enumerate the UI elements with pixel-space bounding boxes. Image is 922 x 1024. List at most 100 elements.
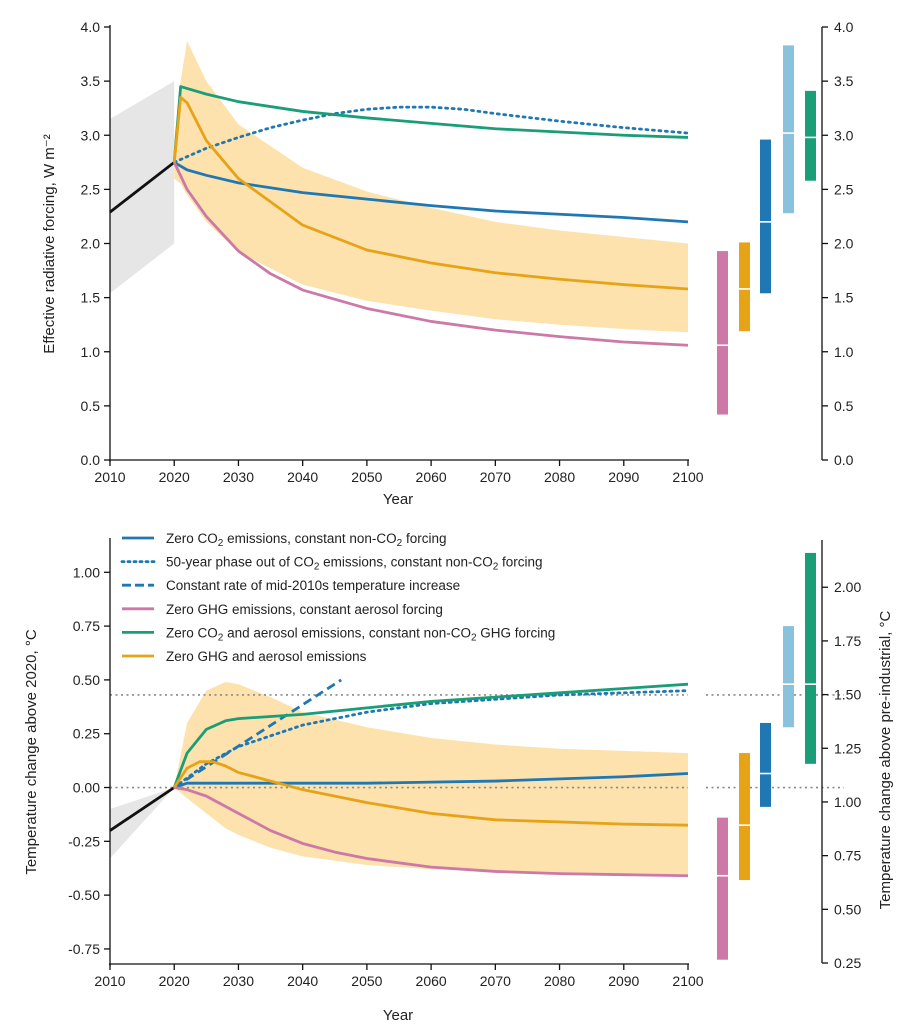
top-x-tick-label: 2070 [480,469,511,485]
legend: Zero CO2 emissions, constant non-CO2 for… [120,531,555,664]
bottom-right-y-tick-label: 1.75 [834,633,861,649]
bottom-range-bar-zero-co2-and-aerosol-emissions-constant-non-co2-ghg-forcing [805,552,816,764]
legend-label: Zero CO2 and aerosol emissions, constant… [166,625,555,643]
bottom-x-tick-label: 2060 [416,973,447,989]
bottom-range-bars [717,552,816,960]
top-y-axis-title: Effective radiative forcing, W m⁻² [41,134,58,353]
bottom-y-axis-title: Temperature change above 2020, °C [23,629,40,874]
bottom-reference-lines [110,694,844,789]
bottom-right-y-tick-label: 0.25 [834,955,861,971]
bottom-y-tick-label: 0.00 [73,780,100,796]
bottom-series-constant-rate-of-mid-2010s-temperature-increase [173,678,342,789]
top-x-tick-label: 2010 [94,469,125,485]
top-x-tick-label: 2020 [159,469,190,485]
panel-forcing: 2010 2020 2030 2040 2050 2060 2070 2080 2090 2100… [41,19,854,508]
top-x-tick-label: 2100 [672,469,703,485]
bottom-right-y-tick-label: 1.25 [834,740,861,756]
top-y-tick-label: 1.0 [81,344,101,360]
top-y-tick-label: 4.0 [81,19,101,35]
bottom-x-axis-title: Year [383,1007,413,1024]
top-right-y-tick-label: 2.5 [834,181,854,197]
top-right-y-tick-label: 0.5 [834,398,854,414]
bottom-x-tick-label: 2070 [480,973,511,989]
legend-item: Zero CO2 and aerosol emissions, constant… [122,625,555,643]
top-range-bar-50-year-phase-out-of-co2-emissions-constant-non-co2-forcing [783,45,794,214]
legend-item: 50-year phase out of CO2 emissions, cons… [120,555,543,573]
bottom-axes: 2010 2020 2030 2040 2050 2060 2070 2080 2090 2100… [68,538,861,989]
bottom-y-tick-label: -0.25 [68,833,100,849]
bottom-series-zero-ghg-emissions-constant-aerosol-forcing [173,786,689,878]
top-historical-line [109,161,176,214]
top-series-50-year-phase-out-of-co2-emissions-constant-non-co2-forcing [172,105,690,164]
top-x-tick-label: 2040 [287,469,318,485]
top-right-y-tick-label: 0.0 [834,452,854,468]
top-x-tick-label: 2090 [608,469,639,485]
top-x-tick-label: 2060 [416,469,447,485]
top-y-tick-label: 2.5 [81,181,101,197]
legend-item: Zero CO2 emissions, constant non-CO2 for… [122,531,447,549]
bottom-range-bar-zero-ghg-emissions-constant-aerosol-forcing [717,817,728,960]
bottom-x-tick-label: 2080 [544,973,575,989]
bottom-right-y-axis-title: Temperature change above pre-industrial,… [877,611,894,910]
bottom-range-bar-zero-ghg-and-aerosol-emissions [739,753,750,881]
top-x-tick-label: 2050 [351,469,382,485]
top-right-y-tick-label: 1.0 [834,344,854,360]
bottom-range-layer [110,682,688,876]
bottom-y-tick-label: 0.50 [73,672,100,688]
bottom-right-y-tick-label: 1.00 [834,794,861,810]
panel-temperature: 2010 2020 2030 2040 2050 2060 2070 2080 2090 2100… [23,538,894,1024]
top-range-bar-zero-co2-and-aerosol-emissions-constant-non-co2-ghg-forcing [805,90,816,181]
top-series-zero-ghg-and-aerosol-emissions [172,95,689,291]
legend-label: Constant rate of mid-2010s temperature i… [166,578,460,593]
top-y-tick-label: 3.0 [81,127,101,143]
top-y-tick-label: 1.5 [81,290,101,306]
legend-label: Zero GHG emissions, constant aerosol for… [166,602,443,617]
top-range-bar-zero-ghg-emissions-constant-aerosol-forcing [717,251,728,415]
bottom-range-bar-zero-co2-emissions-constant-non-co2-forcing [760,722,771,807]
bottom-x-tick-label: 2030 [223,973,254,989]
bottom-right-y-tick-label: 0.75 [834,848,861,864]
bottom-x-tick-label: 2040 [287,973,318,989]
top-series-zero-ghg-emissions-constant-aerosol-forcing [172,161,689,347]
top-lines [109,85,690,347]
legend-label: 50-year phase out of CO2 emissions, cons… [166,555,543,573]
bottom-right-y-tick-label: 1.50 [834,687,861,703]
bottom-right-y-tick-label: 0.50 [834,901,861,917]
bottom-right-y-tick-label: 2.00 [834,579,861,595]
top-right-y-tick-label: 1.5 [834,290,854,306]
bottom-x-tick-label: 2020 [159,973,190,989]
legend-item: Constant rate of mid-2010s temperature i… [122,578,460,593]
bottom-x-tick-label: 2100 [672,973,703,989]
legend-label: Zero GHG and aerosol emissions [166,649,367,664]
bottom-x-tick-label: 2090 [608,973,639,989]
bottom-x-tick-label: 2010 [94,973,125,989]
top-x-tick-label: 2080 [544,469,575,485]
top-y-tick-label: 0.5 [81,398,101,414]
legend-item: Zero GHG emissions, constant aerosol for… [122,602,443,617]
bottom-historical-line [109,786,176,832]
top-y-tick-label: 2.0 [81,236,101,252]
bottom-y-tick-label: 0.75 [73,618,100,634]
top-y-tick-label: 3.5 [81,73,101,89]
bottom-series-zero-ghg-and-aerosol-emissions [173,760,689,827]
top-right-y-tick-label: 3.0 [834,127,854,143]
legend-label: Zero CO2 emissions, constant non-CO2 for… [166,531,447,549]
top-range-bar-zero-co2-emissions-constant-non-co2-forcing [760,139,771,294]
top-range-bar-zero-ghg-and-aerosol-emissions [739,242,750,332]
top-right-y-tick-label: 3.5 [834,73,854,89]
top-x-tick-label: 2030 [223,469,254,485]
bottom-x-tick-label: 2050 [351,973,382,989]
top-x-axis-title: Year [383,491,413,508]
top-axes: 2010 2020 2030 2040 2050 2060 2070 2080 2090 2100… [81,19,854,485]
bottom-y-tick-label: 0.25 [73,726,100,742]
bottom-historical-range [110,787,175,859]
top-zero-ghg-aerosol-range [174,41,688,333]
bottom-series-zero-co2-and-aerosol-emissions-constant-non-co2-ghg-forcing [172,682,689,789]
top-range-bars [717,45,816,415]
top-right-y-tick-label: 2.0 [834,236,854,252]
bottom-range-bar-50-year-phase-out-of-co2-emissions-constant-non-co2-forcing [783,626,794,728]
legend-item: Zero GHG and aerosol emissions [122,649,367,664]
bottom-y-tick-label: -0.50 [68,887,100,903]
bottom-y-tick-label: -0.75 [68,941,100,957]
